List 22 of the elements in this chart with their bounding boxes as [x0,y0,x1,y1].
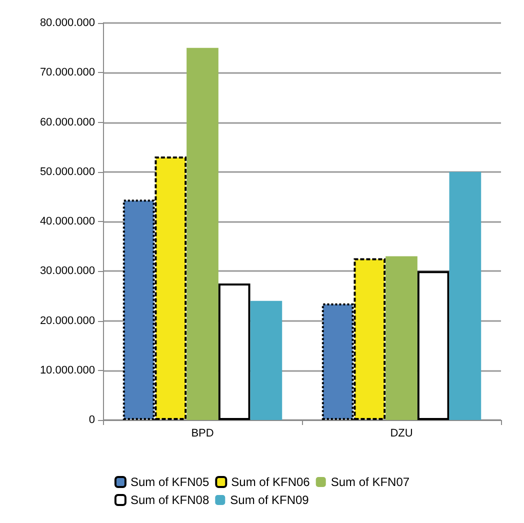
bar [186,48,218,420]
y-tick-label: 10.000.000 [40,364,95,376]
legend-label: Sum of KFN07 [330,475,410,489]
y-tick-label: 50.000.000 [40,166,95,178]
bar [250,300,282,420]
y-tick-label: 70.000.000 [40,66,95,79]
bar [218,284,250,420]
y-tick-label: 60.000.000 [40,116,95,128]
x-tick-label: BPD [191,428,214,440]
y-tick-label: 40.000.000 [40,216,95,228]
legend-label: Sum of KFN06 [231,475,310,489]
y-tick-label: 30.000.000 [40,265,95,278]
y-tick-label: 0 [88,414,95,426]
y-tick-label: 80.000.000 [40,17,95,29]
bar [417,271,450,420]
x-tick-label: DZU [390,428,413,440]
legend-label: Sum of KFN08 [130,493,210,507]
legend-label: Sum of KFN09 [230,493,310,507]
bar [386,256,418,420]
y-tick-label: 20.000.000 [40,314,95,327]
legend-label: Sum of KFN05 [130,475,210,489]
bar [449,172,482,420]
